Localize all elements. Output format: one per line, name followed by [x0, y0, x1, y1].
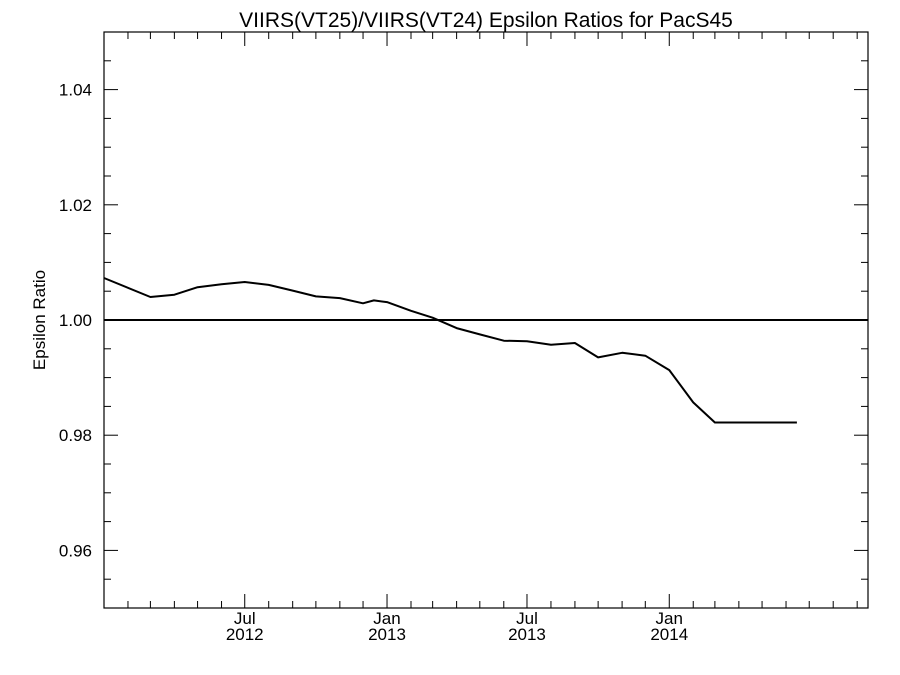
- x-tick-year-label: 2013: [368, 625, 406, 644]
- y-tick-label: 1.04: [59, 81, 92, 100]
- x-tick-year-label: 2012: [226, 625, 264, 644]
- y-tick-label: 0.98: [59, 426, 92, 445]
- y-tick-label: 1.02: [59, 196, 92, 215]
- series-group: [103, 277, 797, 424]
- chart-title: VIIRS(VT25)/VIIRS(VT24) Epsilon Ratios f…: [239, 9, 733, 32]
- x-tick-month-label: Jan: [373, 609, 400, 628]
- y-axis-label: Epsilon Ratio: [30, 270, 49, 370]
- y-tick-label: 0.96: [59, 541, 92, 560]
- y-tick-label: 1.00: [59, 311, 92, 330]
- x-tick-month-label: Jul: [234, 609, 256, 628]
- x-tick-month-label: Jul: [516, 609, 538, 628]
- axis-ticks: 0.960.981.001.021.04Jul2012Jan2013Jul201…: [59, 31, 868, 644]
- x-tick-year-label: 2014: [650, 625, 688, 644]
- x-tick-year-label: 2013: [508, 625, 546, 644]
- series-line: [103, 277, 797, 424]
- x-tick-month-label: Jan: [656, 609, 683, 628]
